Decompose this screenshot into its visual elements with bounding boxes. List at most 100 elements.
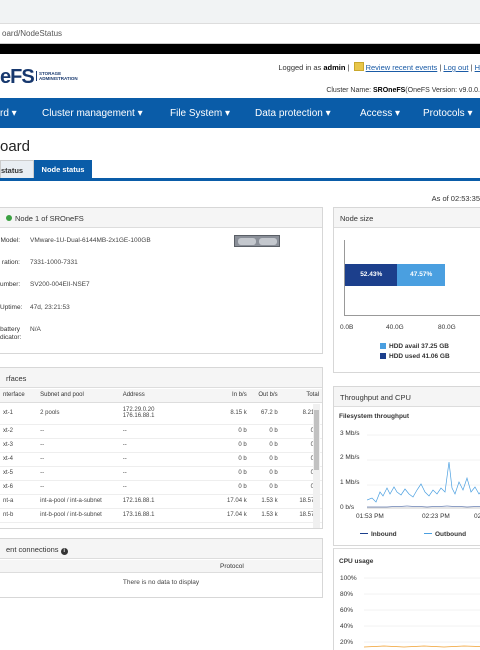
nav-protocols[interactable]: Protocols ▾ xyxy=(423,108,473,119)
legend-outbound-text: Outbound xyxy=(435,531,467,538)
node-panel: Node 1 of SROneFS Model: VMware-1U-Dual-… xyxy=(0,207,323,354)
y-tick: 2 Mb/s xyxy=(340,454,360,461)
review-events-link[interactable]: Review recent events xyxy=(365,63,438,72)
in-cell: 0 b xyxy=(218,438,250,453)
in-cell: 8.15 k xyxy=(218,402,250,425)
out-cell: 1.53 k xyxy=(249,494,281,509)
battery-label: battery xyxy=(0,326,20,333)
table-row: xt-5----0 b0 b0 b xyxy=(0,466,322,481)
col-total[interactable]: Total xyxy=(280,389,322,403)
out-cell: 67.2 b xyxy=(249,402,281,425)
out-cell: 0 b xyxy=(249,438,281,453)
col-out[interactable]: Out b/s xyxy=(249,389,281,403)
col-in[interactable]: In b/s xyxy=(218,389,250,403)
url-text: oard/NodeStatus xyxy=(2,29,63,38)
x-tick: 01:53 PM xyxy=(356,513,384,520)
nav-dashboard[interactable]: rd ▾ xyxy=(0,108,17,119)
x-tick: 02 xyxy=(474,513,480,520)
browser-toolbar xyxy=(0,0,480,24)
table-row: xt-4----0 b0 b0 b xyxy=(0,452,322,467)
col-address[interactable]: Address xyxy=(119,389,219,403)
node-title: Node 1 of SROneFS xyxy=(6,214,84,223)
throughput-header: Throughput and CPU xyxy=(334,387,480,407)
table-scrollbar[interactable] xyxy=(313,404,320,528)
address-bar[interactable]: oard/NodeStatus xyxy=(0,24,480,44)
pool-link[interactable]: 2 pools xyxy=(37,402,120,425)
col-protocol[interactable]: Protocol xyxy=(220,563,244,570)
battery-value: N/A xyxy=(30,326,41,333)
serial-value: SV200-004EII-NSE7 xyxy=(30,281,90,288)
legend-outbound: Outbound xyxy=(424,531,466,538)
nav-data-protection[interactable]: Data protection ▾ xyxy=(255,108,331,119)
col-subnet[interactable]: Subnet and pool xyxy=(37,389,120,403)
iface-cell: xt-1 xyxy=(0,402,38,425)
legend-avail: HDD avail 37.25 GB xyxy=(380,343,449,350)
throughput-title: Throughput and CPU xyxy=(340,393,411,402)
page-title: oard xyxy=(0,138,31,155)
nav-cluster-management[interactable]: Cluster management ▾ xyxy=(42,108,143,119)
pool-cell: -- xyxy=(37,466,120,481)
flag-icon xyxy=(353,62,364,71)
nav-file-system[interactable]: File System ▾ xyxy=(170,108,231,119)
empty-message: There is no data to display xyxy=(122,579,200,586)
configuration-label: ration: xyxy=(1,259,20,266)
interfaces-header: rfaces xyxy=(0,368,322,388)
iface-cell: xt-6 xyxy=(0,480,38,495)
connections-title: ent connections i xyxy=(6,545,68,555)
iface-link[interactable]: nt-a xyxy=(0,494,38,509)
scrollbar-thumb[interactable] xyxy=(314,410,319,470)
throughput-panel: Throughput and CPU Filesystem throughput… xyxy=(333,386,480,546)
tab-node-status[interactable]: Node status xyxy=(34,160,92,178)
tab-cluster-status[interactable]: status xyxy=(0,160,34,178)
address-cell: -- xyxy=(119,452,219,467)
cluster-name: SROneFS xyxy=(373,87,406,94)
pool-cell: -- xyxy=(37,452,120,467)
logo-subtitle: STORAGE ADMINISTRATION xyxy=(36,71,78,81)
y-tick: 60% xyxy=(340,607,354,614)
address-line: 176.16.88.1 xyxy=(122,413,155,419)
table-row: xt-2----0 b0 b0 b xyxy=(0,424,322,439)
user-bar: Logged in as admin | Review recent event… xyxy=(278,62,480,72)
legend-line xyxy=(360,533,368,534)
cpu-line xyxy=(364,645,480,648)
address-cell: -- xyxy=(119,466,219,481)
y-tick: 0 b/s xyxy=(340,504,355,511)
nav-access[interactable]: Access ▾ xyxy=(360,108,401,119)
address-cell: 172.16.88.1 xyxy=(119,494,219,509)
uptime-value: 47d, 23:21:53 xyxy=(30,304,70,311)
serial-label: umber: xyxy=(0,281,21,288)
pool-cell: int-b-pool / int-b-subnet xyxy=(37,508,120,523)
out-cell: 0 b xyxy=(249,466,281,481)
help-link[interactable]: H xyxy=(474,63,480,72)
col-interface[interactable]: nterface xyxy=(0,389,38,403)
used-bar: 52.43% xyxy=(345,264,398,286)
iface-link[interactable]: nt-b xyxy=(0,508,38,523)
legend-avail-text: HDD avail 37.25 GB xyxy=(389,343,449,350)
interfaces-panel: rfaces nterface Subnet and pool Address … xyxy=(0,367,323,529)
connections-columns: Protocol xyxy=(0,560,322,573)
address-cell: 172.29.0.20 176.16.88.1 xyxy=(119,402,219,425)
info-icon[interactable]: i xyxy=(60,548,68,555)
interfaces-table: nterface Subnet and pool Address In b/s … xyxy=(0,389,322,523)
legend-line xyxy=(424,533,432,534)
cpu-title: CPU usage xyxy=(339,558,374,565)
logo-sub-line-2: ADMINISTRATION xyxy=(39,76,78,81)
logout-link[interactable]: Log out xyxy=(443,63,469,72)
in-cell: 0 b xyxy=(218,452,250,467)
axis-tick: 80.0G xyxy=(438,324,456,331)
server-bay xyxy=(238,238,256,245)
iface-cell: xt-4 xyxy=(0,452,38,467)
pool-cell: -- xyxy=(37,438,120,453)
throughput-chart xyxy=(367,434,480,509)
out-cell: 0 b xyxy=(249,480,281,495)
y-tick: 1 Mb/s xyxy=(340,479,360,486)
in-cell: 0 b xyxy=(218,424,250,439)
legend-used-text: HDD used 41.06 GB xyxy=(389,353,450,360)
in-cell: 0 b xyxy=(218,480,250,495)
table-row: xt-3----0 b0 b0 b xyxy=(0,438,322,453)
out-cell: 1.53 k xyxy=(249,508,281,523)
logged-in-label: Logged in as xyxy=(278,63,322,72)
logo-sub-line-1: STORAGE xyxy=(39,71,62,76)
model-label: Model: xyxy=(0,237,20,244)
connections-panel: ent connections i Protocol There is no d… xyxy=(0,538,323,598)
